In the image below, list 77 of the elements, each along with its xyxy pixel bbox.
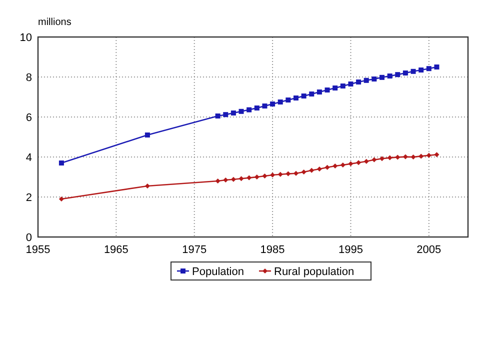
point — [262, 174, 268, 178]
point — [215, 114, 220, 118]
y-tick-label: 6 — [26, 112, 32, 124]
point — [316, 90, 322, 94]
point — [262, 104, 268, 108]
point — [294, 170, 298, 176]
point — [286, 171, 291, 176]
point — [246, 107, 252, 112]
point — [324, 88, 330, 92]
point — [230, 110, 236, 116]
y-tick-label: 8 — [26, 72, 32, 84]
point — [294, 96, 298, 100]
point — [387, 74, 392, 78]
point — [278, 100, 283, 104]
point — [254, 106, 260, 110]
point — [395, 72, 400, 78]
x-tick-label: 1955 — [26, 244, 50, 256]
point — [356, 160, 362, 166]
point — [348, 82, 354, 86]
point — [58, 196, 64, 202]
point — [434, 152, 440, 158]
x-tick-label: 1995 — [338, 244, 363, 256]
x-tick-label: 1965 — [104, 244, 128, 256]
x-tick-label: 1985 — [260, 244, 285, 256]
point — [316, 166, 322, 172]
point — [434, 64, 440, 70]
x-tick-label: 2005 — [416, 244, 442, 256]
point — [402, 70, 408, 76]
point — [340, 162, 346, 168]
point — [418, 68, 424, 72]
point — [418, 154, 424, 159]
point — [348, 161, 354, 166]
y-tick-label: 2 — [26, 192, 32, 204]
point — [309, 92, 314, 96]
point — [372, 157, 377, 162]
point — [410, 154, 416, 160]
point — [223, 178, 228, 182]
point — [364, 158, 369, 164]
point — [380, 74, 384, 80]
point — [340, 84, 346, 88]
point — [278, 172, 283, 177]
legend-label: Rural population — [274, 266, 354, 278]
point — [238, 108, 244, 114]
point — [58, 160, 64, 166]
point — [223, 112, 228, 118]
point — [144, 132, 150, 138]
y-tick-label: 0 — [26, 232, 32, 244]
point — [332, 164, 338, 168]
point — [286, 98, 291, 102]
point — [238, 176, 244, 182]
x-tick-label: 1975 — [182, 244, 207, 256]
point — [230, 176, 236, 182]
legend-label: Population — [192, 266, 244, 278]
point — [372, 76, 377, 82]
point — [270, 102, 276, 106]
point — [426, 66, 432, 72]
point — [301, 94, 306, 98]
point — [270, 172, 276, 178]
y-tick-label: 10 — [20, 32, 32, 44]
point — [215, 178, 220, 184]
point — [395, 154, 400, 160]
point — [364, 78, 369, 83]
point — [309, 168, 314, 173]
y-tick-label: 4 — [26, 152, 32, 164]
point — [356, 80, 362, 84]
point — [402, 154, 408, 160]
point — [380, 156, 384, 162]
point — [426, 152, 432, 158]
point — [324, 164, 330, 170]
y-axis-title: millions — [38, 17, 72, 28]
point — [144, 184, 150, 188]
point — [246, 175, 252, 180]
point — [387, 155, 392, 160]
point — [332, 86, 338, 90]
point — [301, 170, 306, 174]
point — [410, 68, 416, 74]
point — [254, 174, 260, 180]
